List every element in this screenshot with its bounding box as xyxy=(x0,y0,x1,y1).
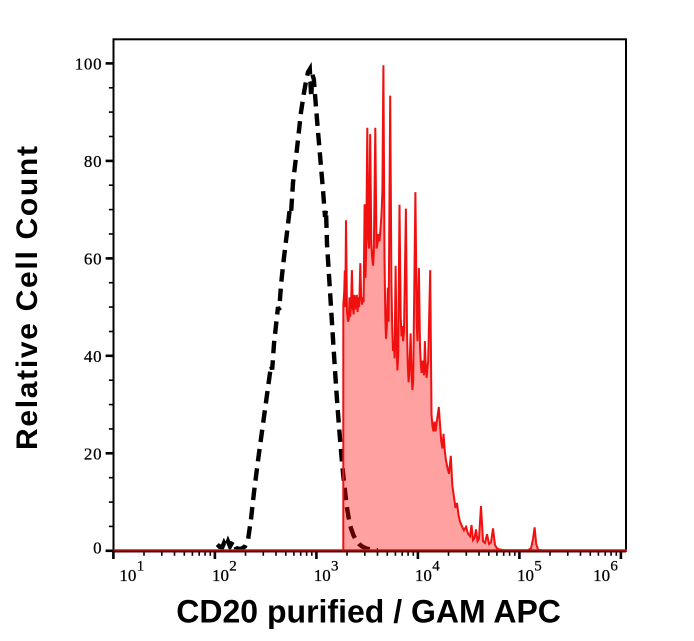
svg-text:6: 6 xyxy=(610,559,618,575)
svg-text:10: 10 xyxy=(212,566,229,585)
svg-text:100: 100 xyxy=(75,54,103,73)
svg-text:3: 3 xyxy=(331,559,339,575)
svg-text:60: 60 xyxy=(84,249,102,268)
svg-text:CD20 purified / GAM APC: CD20 purified / GAM APC xyxy=(176,593,561,629)
svg-text:4: 4 xyxy=(432,559,440,575)
svg-text:10: 10 xyxy=(314,566,331,585)
svg-text:20: 20 xyxy=(84,444,102,463)
svg-text:0: 0 xyxy=(93,538,102,557)
svg-text:Relative Cell Count: Relative Cell Count xyxy=(11,144,44,450)
svg-text:10: 10 xyxy=(415,566,432,585)
svg-text:5: 5 xyxy=(534,559,542,575)
svg-text:40: 40 xyxy=(84,347,102,366)
svg-text:10: 10 xyxy=(593,566,610,585)
svg-text:2: 2 xyxy=(229,559,237,575)
svg-text:10: 10 xyxy=(119,566,136,585)
svg-text:10: 10 xyxy=(517,566,534,585)
svg-text:1: 1 xyxy=(137,559,145,575)
svg-text:80: 80 xyxy=(84,152,102,171)
